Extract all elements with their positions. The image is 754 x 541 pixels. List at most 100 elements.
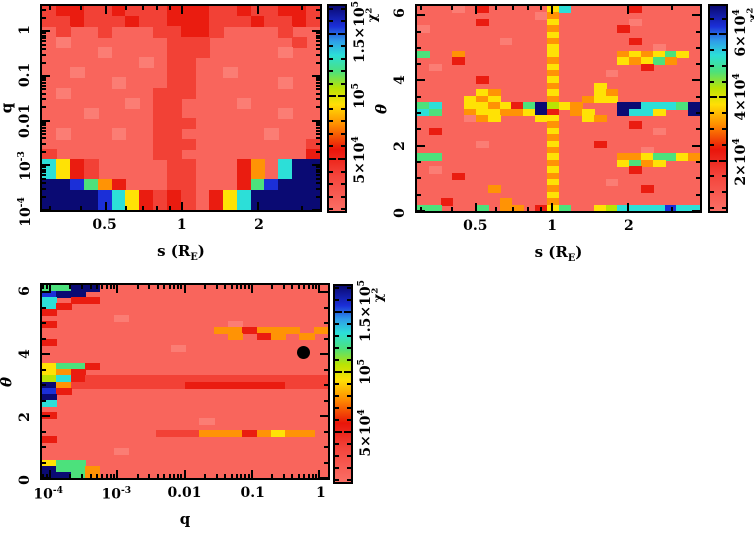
tick-mark bbox=[316, 53, 320, 56]
tick-mark bbox=[710, 49, 714, 52]
heatmap-cell bbox=[475, 140, 489, 148]
heatmap-cell bbox=[464, 114, 477, 123]
x-tick-label: 0.5 bbox=[463, 218, 488, 234]
tick-mark bbox=[105, 285, 108, 289]
heatmap-cell bbox=[236, 199, 252, 210]
heatmap-cell bbox=[208, 16, 224, 28]
heatmap-cell bbox=[227, 321, 244, 329]
tick-mark bbox=[250, 470, 253, 478]
heatmap-cell bbox=[313, 381, 328, 389]
heatmap-cell bbox=[511, 108, 525, 116]
tick-mark bbox=[42, 81, 46, 84]
tick-mark bbox=[297, 474, 300, 478]
heatmap-cell bbox=[167, 36, 182, 48]
tick-mark bbox=[722, 80, 726, 83]
tick-mark bbox=[722, 128, 726, 130]
heatmap-cell bbox=[264, 199, 280, 210]
tick-mark bbox=[282, 285, 285, 289]
heatmap-cell bbox=[452, 50, 466, 59]
heatmap-cell bbox=[156, 375, 172, 383]
heatmap-cell bbox=[236, 6, 252, 18]
tick-mark bbox=[451, 207, 454, 211]
tick-mark bbox=[329, 95, 336, 98]
heatmap-cell bbox=[208, 199, 224, 210]
heatmap-cell bbox=[285, 327, 301, 335]
heatmap-cell bbox=[641, 108, 654, 116]
tick-mark bbox=[314, 285, 317, 289]
tick-mark bbox=[696, 63, 700, 66]
tick-mark bbox=[551, 203, 554, 211]
heatmap-cell bbox=[313, 375, 328, 383]
tick-mark bbox=[42, 124, 46, 126]
heatmap-cell bbox=[56, 363, 72, 371]
tick-mark bbox=[451, 6, 454, 10]
heatmap-cell bbox=[256, 327, 272, 335]
heatmap-cell bbox=[582, 95, 595, 104]
tick-mark bbox=[338, 157, 345, 160]
heatmap-cell bbox=[617, 204, 631, 211]
heatmap-cell bbox=[270, 375, 287, 383]
tick-mark bbox=[180, 202, 183, 210]
heatmap-cell bbox=[652, 108, 666, 116]
tick-mark bbox=[42, 79, 46, 82]
heatmap-cell bbox=[299, 429, 315, 437]
heatmap-cell bbox=[264, 16, 280, 28]
tick-mark bbox=[329, 132, 333, 135]
heatmap-cell bbox=[250, 16, 266, 28]
heatmap-cell bbox=[605, 95, 619, 104]
heatmap-cell bbox=[475, 76, 489, 84]
heatmap-cell bbox=[56, 471, 72, 478]
heatmap-cell bbox=[194, 16, 210, 28]
tick-mark bbox=[42, 187, 46, 190]
tick-mark bbox=[417, 79, 425, 82]
tick-mark bbox=[316, 9, 320, 12]
tick-mark bbox=[329, 183, 333, 186]
heatmap-cell bbox=[156, 429, 172, 437]
tick-mark bbox=[282, 474, 285, 478]
heatmap-cell bbox=[428, 63, 442, 72]
tick-mark bbox=[42, 30, 50, 33]
heatmap-cell bbox=[167, 46, 182, 58]
heatmap-cell bbox=[652, 50, 666, 59]
tick-mark bbox=[42, 322, 46, 325]
heatmap-cell bbox=[629, 121, 643, 129]
tick-mark bbox=[526, 207, 529, 211]
heatmap-cell bbox=[629, 204, 643, 211]
heatmap-cell bbox=[278, 108, 294, 120]
tick-mark bbox=[177, 474, 179, 478]
heatmap-cell bbox=[641, 146, 654, 155]
heatmap-cell bbox=[83, 6, 99, 18]
tick-mark bbox=[45, 474, 48, 478]
tick-mark bbox=[42, 177, 46, 180]
heatmap-cell bbox=[167, 159, 182, 171]
tick-mark bbox=[291, 285, 294, 289]
heatmap-cell bbox=[306, 189, 320, 201]
heatmap-cell bbox=[641, 57, 654, 65]
heatmap-cell bbox=[641, 204, 654, 211]
heatmap-cell bbox=[676, 204, 690, 211]
heatmap-cell bbox=[55, 128, 71, 140]
x-axis-title: s (RE) bbox=[534, 243, 583, 264]
tick-mark bbox=[316, 98, 320, 101]
heatmap-cell bbox=[181, 6, 196, 18]
heatmap-cell bbox=[641, 153, 654, 161]
heatmap-cell bbox=[593, 140, 607, 148]
tick-mark bbox=[42, 430, 46, 433]
heatmap-cell bbox=[153, 189, 169, 201]
tick-mark bbox=[316, 168, 320, 171]
heatmap-cell bbox=[56, 291, 72, 299]
heatmap-cell bbox=[113, 381, 129, 389]
heatmap-cell bbox=[617, 25, 631, 33]
tick-mark bbox=[116, 285, 119, 293]
tick-mark bbox=[96, 474, 99, 478]
heatmap-cell bbox=[546, 76, 560, 84]
tick-mark bbox=[69, 474, 72, 478]
tick-mark bbox=[168, 474, 171, 478]
tick-mark bbox=[719, 33, 726, 36]
heatmap-cell bbox=[570, 108, 584, 116]
heatmap-cell bbox=[306, 179, 320, 191]
tick-mark bbox=[347, 419, 351, 422]
tick-mark bbox=[710, 206, 714, 209]
tick-mark bbox=[42, 32, 46, 35]
heatmap-cell bbox=[199, 429, 215, 437]
